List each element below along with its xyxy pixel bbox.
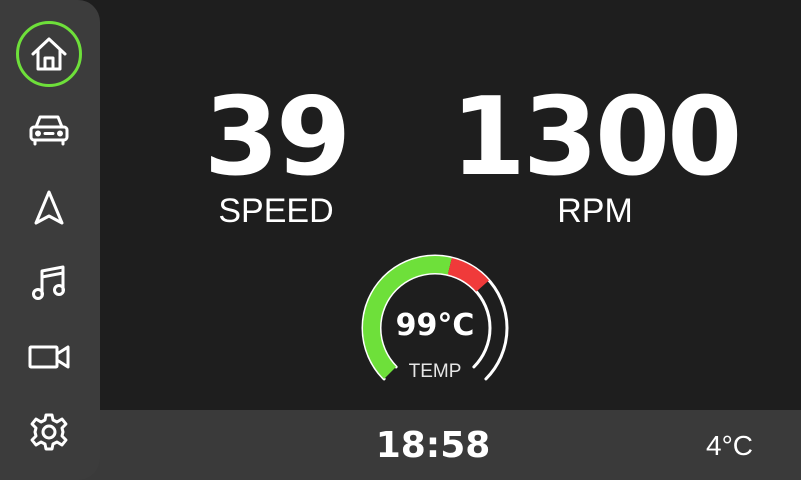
camera-icon [28,345,70,369]
nav-settings-button[interactable] [16,399,82,465]
rpm-readout: 1300 RPM [440,75,750,230]
music-icon [32,265,65,300]
speed-readout: 39 SPEED [200,75,352,230]
status-bar: 18:58 4°C [0,410,801,480]
temp-label: TEMP [408,361,462,382]
temp-gauge: 99°C TEMP [355,248,515,388]
speed-value: 39 [203,75,351,200]
settings-icon [30,413,68,451]
temp-value: 99°C [395,308,475,343]
rpm-label: RPM [557,192,633,230]
nav-camera-button[interactable] [16,324,82,390]
rpm-value: 1300 [450,75,743,200]
temp-gauge-graphic [361,254,509,381]
home-icon [31,37,67,71]
speed-label: SPEED [218,192,334,230]
nav-navigation-button[interactable] [16,175,82,241]
sidebar [0,0,100,480]
gauge-normal-fill [363,256,452,379]
clock: 18:58 [375,425,491,466]
nav-music-button[interactable] [16,250,82,316]
car-icon [29,115,69,146]
gauge-warning-fill [447,257,490,292]
nav-home-button[interactable] [16,21,82,87]
outside-temperature: 4°C [706,430,753,461]
navigation-icon [34,190,64,225]
nav-car-button[interactable] [16,97,82,163]
